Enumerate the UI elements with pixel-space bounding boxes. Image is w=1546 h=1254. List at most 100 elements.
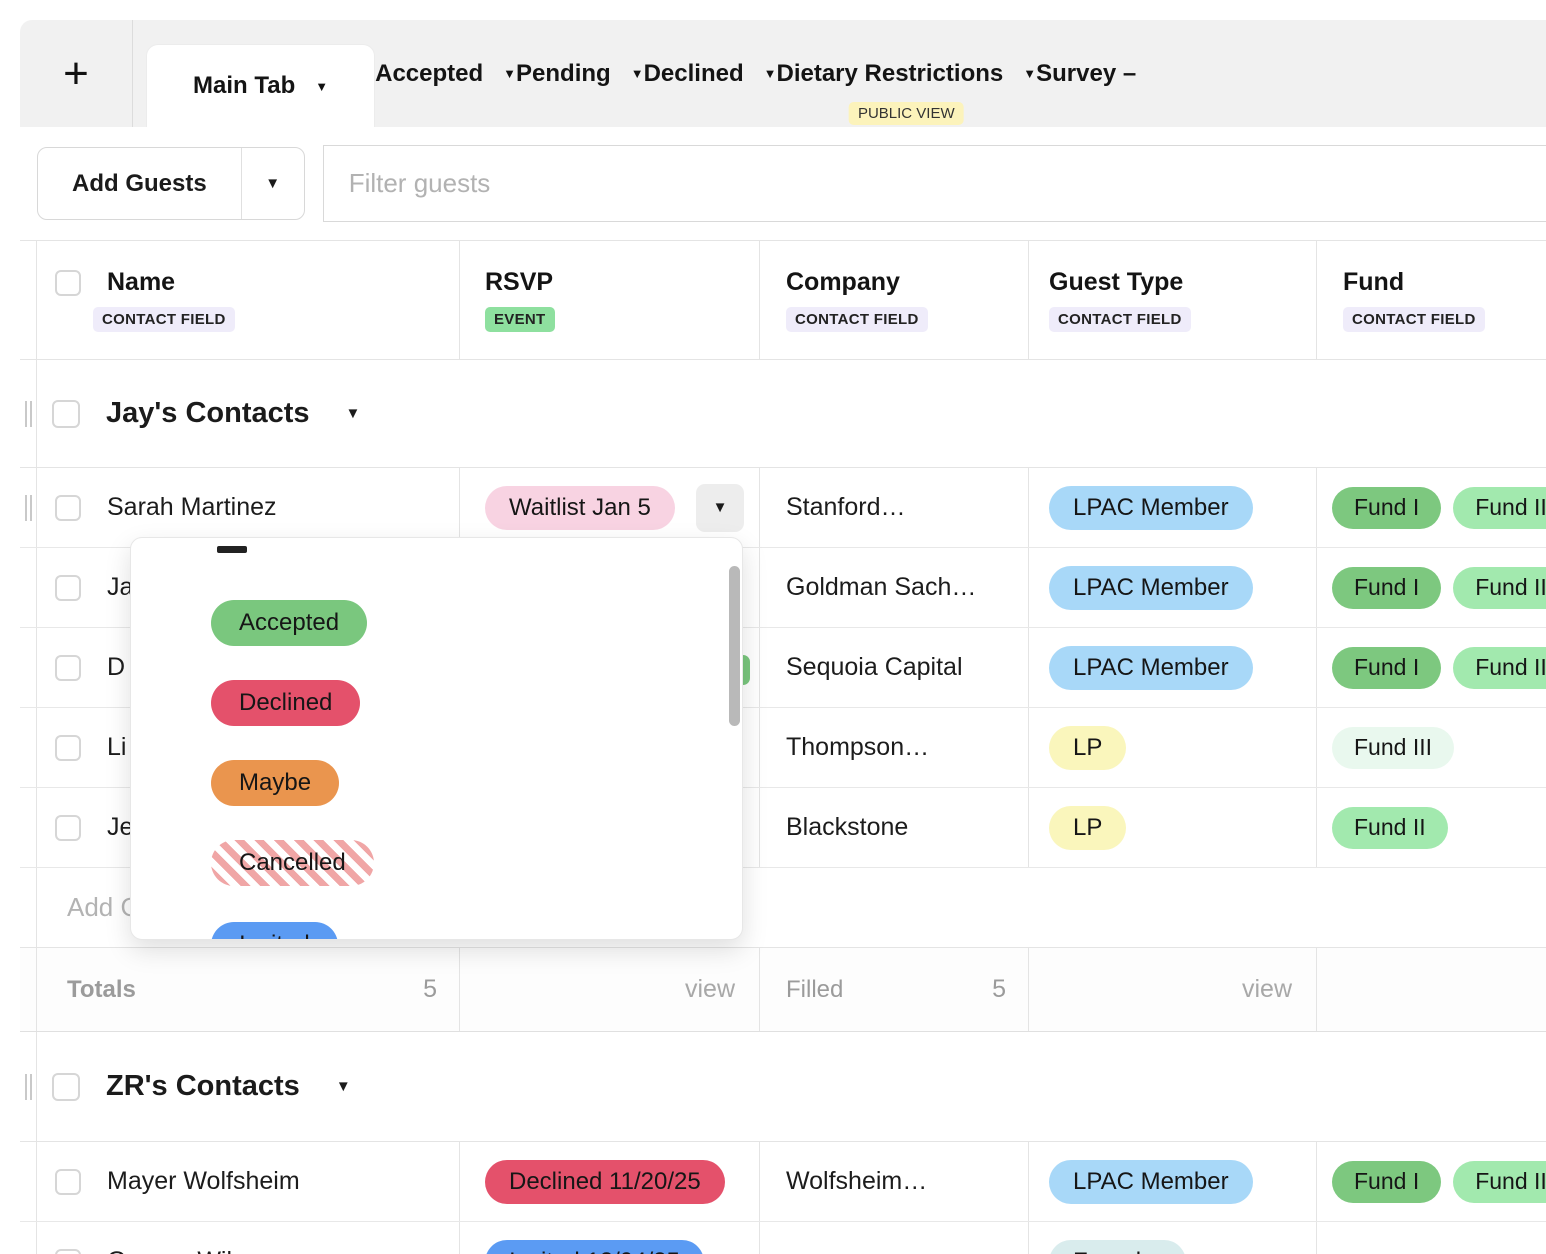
rsvp-cell[interactable] (460, 788, 760, 867)
row-checkbox[interactable] (55, 1248, 81, 1254)
name-cell[interactable]: Je (37, 788, 460, 867)
chevron-down-icon[interactable]: ▼ (345, 405, 361, 422)
clear-option-icon[interactable] (217, 546, 247, 553)
chevron-down-icon[interactable]: ▼ (630, 66, 644, 81)
rsvp-option-invited[interactable]: Invited (211, 922, 338, 939)
fund-cell[interactable]: Fund I Fund II (1317, 1142, 1546, 1221)
chevron-down-icon[interactable]: ▼ (763, 66, 777, 81)
guest-type-cell[interactable]: LP (1029, 708, 1317, 787)
fund-cell[interactable] (1317, 1222, 1546, 1254)
rsvp-option-accepted[interactable]: Accepted (211, 600, 368, 646)
view-link[interactable]: view (1241, 975, 1292, 1003)
guest-type-pill[interactable]: LP (1049, 725, 1127, 770)
new-tab-button[interactable]: + (20, 20, 133, 127)
name-cell[interactable]: George Wilson (37, 1222, 460, 1254)
fund-cell[interactable]: Fund II (1317, 788, 1546, 867)
fund-cell[interactable]: Fund I Fund II (1317, 468, 1546, 547)
fund-pill[interactable]: Fund II (1332, 806, 1448, 849)
name-cell[interactable]: Mayer Wolfsheim (37, 1142, 460, 1221)
drag-handle-icon[interactable] (24, 1073, 32, 1100)
column-header-name[interactable]: Name CONTACT FIELD (37, 241, 460, 359)
filter-guests-input[interactable] (322, 145, 1546, 222)
drag-handle-icon[interactable] (24, 400, 32, 427)
row-checkbox[interactable] (55, 574, 81, 601)
drag-handle-icon[interactable] (24, 494, 32, 521)
rsvp-pill[interactable]: Waitlist Jan 5 (485, 485, 675, 530)
tab-accepted[interactable]: Accepted ▼ (375, 20, 516, 127)
company-cell[interactable]: Blackstone (760, 788, 1029, 867)
group-checkbox[interactable] (52, 1072, 80, 1101)
select-all-checkbox[interactable] (55, 269, 81, 296)
row-checkbox[interactable] (55, 494, 81, 521)
guest-type-pill[interactable]: LPAC Member (1049, 565, 1253, 610)
company-cell[interactable]: Sequoia Capital (760, 628, 1029, 707)
row-checkbox[interactable] (55, 1168, 81, 1195)
company-cell[interactable]: Wolfsheim… (760, 1142, 1029, 1221)
company-cell[interactable]: Thompson… (760, 708, 1029, 787)
fund-pill[interactable]: Fund II (1453, 646, 1546, 689)
chevron-down-icon[interactable]: ▼ (1023, 66, 1037, 81)
company-cell[interactable]: Stanford… (760, 468, 1029, 547)
guest-type-cell[interactable]: LPAC Member (1029, 468, 1317, 547)
fund-cell[interactable]: Fund I Fund II (1317, 548, 1546, 627)
column-header-fund[interactable]: Fund CONTACT FIELD (1317, 241, 1546, 359)
tab-pending[interactable]: Pending ▼ (516, 20, 644, 127)
guest-type-pill[interactable]: LPAC Member (1049, 485, 1253, 530)
company-cell[interactable]: Goldman Sach… (760, 548, 1029, 627)
tab-dietary-restrictions[interactable]: Dietary Restrictions ▼ PUBLIC VIEW (776, 20, 1036, 127)
chevron-down-icon[interactable]: ▼ (335, 1078, 351, 1095)
rsvp-cell[interactable] (460, 628, 760, 707)
rsvp-cell[interactable]: Waitlist Jan 5 ▼ (460, 468, 760, 547)
guest-type-cell[interactable]: LPAC Member (1029, 1142, 1317, 1221)
column-header-guest-type[interactable]: Guest Type CONTACT FIELD (1029, 241, 1317, 359)
fund-cell[interactable]: Fund III (1317, 708, 1546, 787)
gutter-cell (20, 1032, 37, 1141)
fund-pill[interactable]: Fund III (1332, 726, 1454, 769)
guest-type-pill[interactable]: Founder (1049, 1239, 1187, 1254)
guest-type-cell[interactable]: LPAC Member (1029, 628, 1317, 707)
rsvp-pill[interactable]: Declined 11/20/25 (485, 1159, 725, 1204)
fund-pill[interactable]: Fund II (1453, 1160, 1546, 1203)
rsvp-pill[interactable]: Invited 12/04/25 (485, 1239, 704, 1254)
row-checkbox[interactable] (55, 654, 81, 681)
column-header-company[interactable]: Company CONTACT FIELD (760, 241, 1029, 359)
column-header-rsvp[interactable]: RSVP EVENT (460, 241, 760, 359)
fund-pill[interactable]: Fund II (1453, 486, 1546, 529)
rsvp-cell[interactable]: Invited 12/04/25 (460, 1222, 760, 1254)
view-link[interactable]: view (684, 975, 735, 1003)
fund-pill[interactable]: Fund I (1332, 646, 1442, 689)
fund-cell[interactable]: Fund I Fund II (1317, 628, 1546, 707)
dropdown-scrollbar[interactable] (729, 566, 740, 726)
chevron-down-icon[interactable]: ▼ (315, 78, 329, 94)
fund-pill[interactable]: Fund II (1453, 566, 1546, 609)
guest-type-cell[interactable]: Founder (1029, 1222, 1317, 1254)
rsvp-option-declined[interactable]: Declined (211, 680, 361, 726)
add-guests-button[interactable]: Add Guests (72, 169, 207, 197)
tab-survey[interactable]: Survey – (1036, 20, 1136, 127)
rsvp-cell[interactable] (460, 708, 760, 787)
rsvp-option-cancelled[interactable]: Cancelled (211, 840, 374, 886)
tab-declined[interactable]: Declined ▼ (644, 20, 777, 127)
name-cell[interactable]: Sarah Martinez (37, 468, 460, 547)
fund-pill[interactable]: Fund I (1332, 566, 1442, 609)
group-checkbox[interactable] (52, 399, 80, 428)
rsvp-cell[interactable] (460, 548, 760, 627)
guest-type-pill[interactable]: LPAC Member (1049, 645, 1253, 690)
row-checkbox[interactable] (55, 814, 81, 841)
guest-type-cell[interactable]: LP (1029, 788, 1317, 867)
rsvp-option-maybe[interactable]: Maybe (211, 760, 340, 806)
fund-pill[interactable]: Fund I (1332, 1160, 1442, 1203)
filled-count: 5 (992, 975, 1006, 1003)
rsvp-dropdown-button[interactable]: ▼ (696, 483, 744, 532)
rsvp-cell[interactable]: Declined 11/20/25 (460, 1142, 760, 1221)
guest-type-pill[interactable]: LP (1049, 805, 1127, 850)
fund-pill[interactable]: Fund I (1332, 486, 1442, 529)
tab-main[interactable]: Main Tab ▼ (146, 44, 376, 127)
guest-type-pill[interactable]: LPAC Member (1049, 1159, 1253, 1204)
add-guests-split-button[interactable]: Add Guests ▼ (37, 147, 305, 220)
row-checkbox[interactable] (55, 734, 81, 761)
guest-type-cell[interactable]: LPAC Member (1029, 548, 1317, 627)
company-cell[interactable] (760, 1222, 1029, 1254)
add-guests-dropdown-button[interactable]: ▼ (265, 175, 281, 192)
chevron-down-icon[interactable]: ▼ (503, 66, 517, 81)
